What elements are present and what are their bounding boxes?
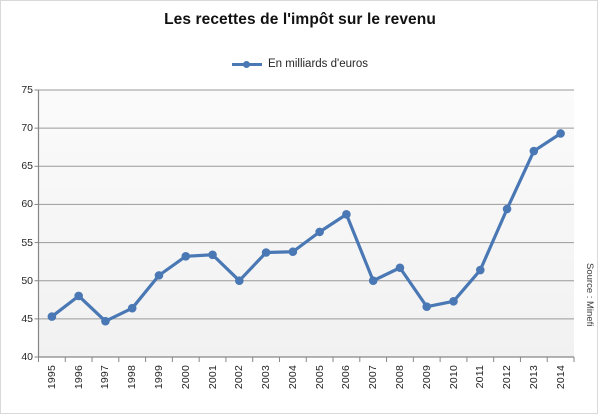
data-point-marker	[315, 227, 324, 237]
data-point-marker	[502, 204, 512, 214]
x-axis-label: 1996	[72, 365, 85, 390]
data-point-marker	[235, 276, 244, 286]
data-point-marker	[261, 248, 271, 257]
chart-title: Les recettes de l'impôt sur le revenu	[164, 11, 436, 28]
x-axis-label: 2010	[447, 365, 460, 390]
x-axis-label: 2005	[313, 365, 326, 390]
data-point-marker	[395, 263, 405, 273]
data-point-marker	[101, 316, 110, 326]
legend-label: En milliards d'euros	[268, 58, 368, 70]
x-axis-label: 2001	[206, 365, 219, 390]
data-point-marker	[208, 250, 217, 260]
x-axis-label: 2008	[393, 365, 406, 390]
x-axis-label: 2004	[286, 365, 299, 390]
data-point-marker	[475, 265, 485, 275]
plot-background	[38, 90, 574, 357]
y-axis-label: 70	[21, 122, 33, 135]
x-axis-label: 2014	[554, 365, 567, 390]
y-axis-label: 60	[21, 198, 33, 211]
x-axis-label: 2013	[527, 365, 540, 390]
data-point-marker	[154, 271, 164, 280]
source-note: Source : Minefi	[584, 263, 595, 327]
x-axis-label: 2012	[501, 365, 514, 390]
y-axis-label: 40	[21, 351, 33, 363]
y-axis-label: 55	[21, 236, 33, 249]
data-point-marker	[342, 210, 351, 219]
x-axis-label: 2002	[233, 365, 246, 390]
x-axis-label: 2003	[260, 365, 273, 390]
y-axis-label: 50	[21, 274, 33, 287]
y-axis-label: 65	[21, 160, 33, 173]
data-point-marker	[181, 252, 191, 261]
legend-marker-icon	[232, 58, 262, 70]
x-axis-label: 2011	[474, 365, 487, 389]
data-point-marker	[47, 312, 57, 321]
x-axis-label: 2007	[367, 365, 380, 390]
x-axis-label: 2000	[179, 365, 192, 390]
x-axis-label: 1998	[126, 365, 139, 390]
x-axis-label: 1995	[45, 365, 58, 390]
series-line	[50, 131, 563, 323]
x-axis-label: 2006	[340, 365, 353, 390]
data-point-marker	[422, 302, 432, 311]
data-point-marker	[74, 291, 83, 301]
x-axis-label: 1999	[152, 365, 165, 390]
x-axis-label: 2009	[420, 365, 433, 390]
data-point-marker	[449, 297, 458, 306]
y-axis-label: 75	[21, 84, 33, 96]
x-axis-label: 1997	[99, 365, 112, 390]
data-point-marker	[288, 247, 298, 257]
data-point-marker	[127, 303, 137, 313]
data-point-marker	[368, 276, 378, 286]
data-point-marker	[556, 129, 565, 138]
chart-legend: En milliards d'euros	[1, 58, 599, 70]
data-point-marker	[529, 146, 539, 156]
y-axis-label: 45	[21, 312, 33, 325]
